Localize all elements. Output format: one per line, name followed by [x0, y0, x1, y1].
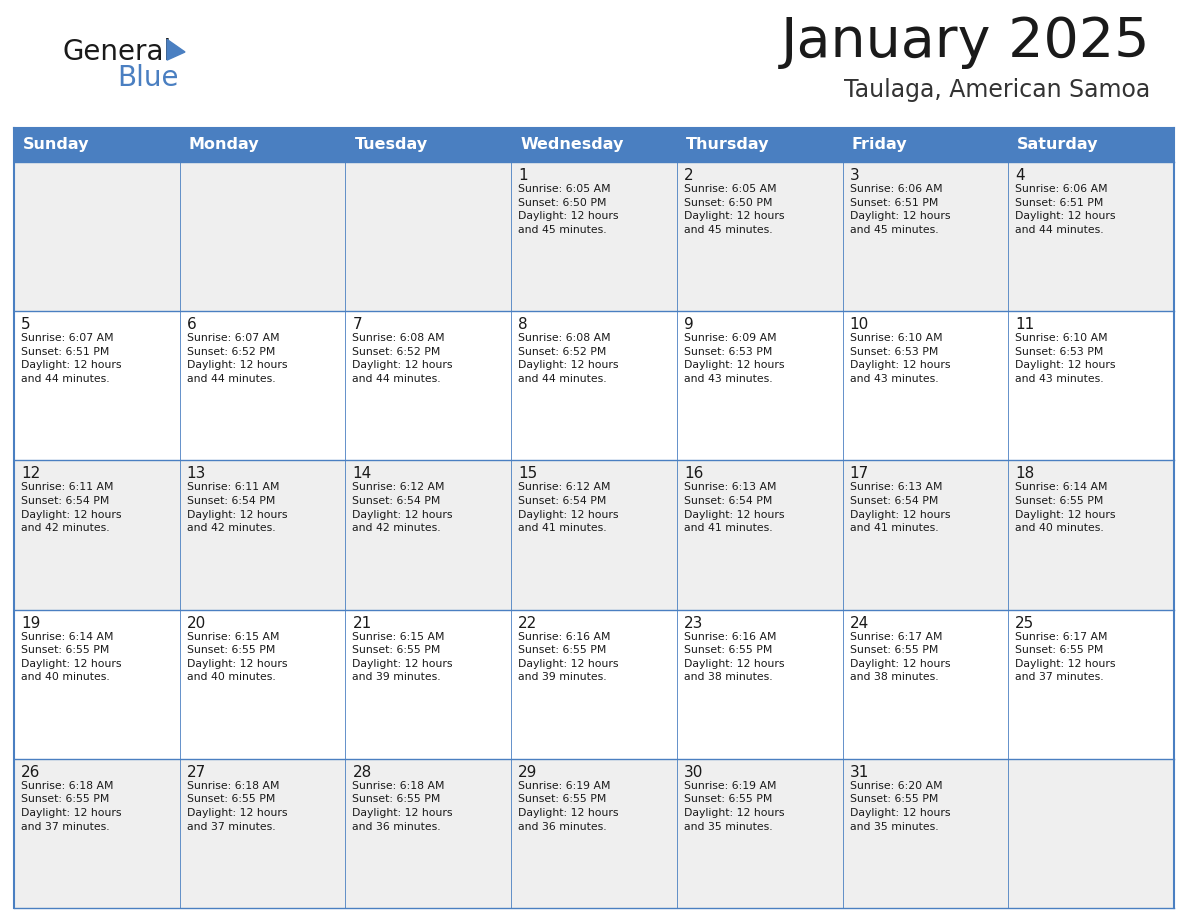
Text: Sunrise: 6:07 AM
Sunset: 6:51 PM
Daylight: 12 hours
and 44 minutes.: Sunrise: 6:07 AM Sunset: 6:51 PM Dayligh… [21, 333, 121, 384]
Text: 25: 25 [1016, 616, 1035, 631]
Text: Sunrise: 6:14 AM
Sunset: 6:55 PM
Daylight: 12 hours
and 40 minutes.: Sunrise: 6:14 AM Sunset: 6:55 PM Dayligh… [21, 632, 121, 682]
Text: Saturday: Saturday [1017, 138, 1099, 152]
Text: Sunrise: 6:10 AM
Sunset: 6:53 PM
Daylight: 12 hours
and 43 minutes.: Sunrise: 6:10 AM Sunset: 6:53 PM Dayligh… [1016, 333, 1116, 384]
Text: Sunrise: 6:17 AM
Sunset: 6:55 PM
Daylight: 12 hours
and 38 minutes.: Sunrise: 6:17 AM Sunset: 6:55 PM Dayligh… [849, 632, 950, 682]
Bar [14, 610, 1174, 759]
Bar [14, 311, 1174, 461]
Text: Sunrise: 6:13 AM
Sunset: 6:54 PM
Daylight: 12 hours
and 41 minutes.: Sunrise: 6:13 AM Sunset: 6:54 PM Dayligh… [684, 482, 784, 533]
Text: Sunrise: 6:09 AM
Sunset: 6:53 PM
Daylight: 12 hours
and 43 minutes.: Sunrise: 6:09 AM Sunset: 6:53 PM Dayligh… [684, 333, 784, 384]
Text: 2: 2 [684, 168, 694, 183]
Text: 17: 17 [849, 466, 868, 481]
Text: 6: 6 [187, 318, 196, 332]
Text: Friday: Friday [852, 138, 908, 152]
Text: 4: 4 [1016, 168, 1025, 183]
Bar [14, 162, 1174, 311]
Text: Sunrise: 6:16 AM
Sunset: 6:55 PM
Daylight: 12 hours
and 39 minutes.: Sunrise: 6:16 AM Sunset: 6:55 PM Dayligh… [518, 632, 619, 682]
Text: 11: 11 [1016, 318, 1035, 332]
Text: 5: 5 [21, 318, 31, 332]
Text: 13: 13 [187, 466, 206, 481]
Text: Sunrise: 6:11 AM
Sunset: 6:54 PM
Daylight: 12 hours
and 42 minutes.: Sunrise: 6:11 AM Sunset: 6:54 PM Dayligh… [21, 482, 121, 533]
Text: 20: 20 [187, 616, 206, 631]
Text: Sunrise: 6:10 AM
Sunset: 6:53 PM
Daylight: 12 hours
and 43 minutes.: Sunrise: 6:10 AM Sunset: 6:53 PM Dayligh… [849, 333, 950, 384]
Text: 26: 26 [21, 765, 40, 779]
Text: Taulaga, American Samoa: Taulaga, American Samoa [843, 78, 1150, 102]
Text: Sunrise: 6:08 AM
Sunset: 6:52 PM
Daylight: 12 hours
and 44 minutes.: Sunrise: 6:08 AM Sunset: 6:52 PM Dayligh… [518, 333, 619, 384]
Text: Blue: Blue [116, 64, 178, 92]
Text: Sunrise: 6:17 AM
Sunset: 6:55 PM
Daylight: 12 hours
and 37 minutes.: Sunrise: 6:17 AM Sunset: 6:55 PM Dayligh… [1016, 632, 1116, 682]
Text: 10: 10 [849, 318, 868, 332]
Text: Sunrise: 6:19 AM
Sunset: 6:55 PM
Daylight: 12 hours
and 35 minutes.: Sunrise: 6:19 AM Sunset: 6:55 PM Dayligh… [684, 781, 784, 832]
Text: 29: 29 [518, 765, 537, 779]
Polygon shape [168, 39, 185, 60]
Text: Monday: Monday [189, 138, 259, 152]
Text: Tuesday: Tuesday [354, 138, 428, 152]
Text: 15: 15 [518, 466, 537, 481]
Text: Sunrise: 6:06 AM
Sunset: 6:51 PM
Daylight: 12 hours
and 45 minutes.: Sunrise: 6:06 AM Sunset: 6:51 PM Dayligh… [849, 184, 950, 235]
Text: 9: 9 [684, 318, 694, 332]
Text: 31: 31 [849, 765, 868, 779]
Text: 28: 28 [353, 765, 372, 779]
Text: Sunday: Sunday [23, 138, 89, 152]
Text: 16: 16 [684, 466, 703, 481]
Text: 3: 3 [849, 168, 859, 183]
Bar [14, 128, 1174, 162]
Text: Sunrise: 6:14 AM
Sunset: 6:55 PM
Daylight: 12 hours
and 40 minutes.: Sunrise: 6:14 AM Sunset: 6:55 PM Dayligh… [1016, 482, 1116, 533]
Text: 23: 23 [684, 616, 703, 631]
Text: Sunrise: 6:18 AM
Sunset: 6:55 PM
Daylight: 12 hours
and 37 minutes.: Sunrise: 6:18 AM Sunset: 6:55 PM Dayligh… [187, 781, 287, 832]
Text: Sunrise: 6:15 AM
Sunset: 6:55 PM
Daylight: 12 hours
and 39 minutes.: Sunrise: 6:15 AM Sunset: 6:55 PM Dayligh… [353, 632, 453, 682]
Text: Sunrise: 6:19 AM
Sunset: 6:55 PM
Daylight: 12 hours
and 36 minutes.: Sunrise: 6:19 AM Sunset: 6:55 PM Dayligh… [518, 781, 619, 832]
Text: General: General [62, 38, 171, 66]
Text: Sunrise: 6:13 AM
Sunset: 6:54 PM
Daylight: 12 hours
and 41 minutes.: Sunrise: 6:13 AM Sunset: 6:54 PM Dayligh… [849, 482, 950, 533]
Text: 7: 7 [353, 318, 362, 332]
Bar [14, 759, 1174, 908]
Text: Sunrise: 6:05 AM
Sunset: 6:50 PM
Daylight: 12 hours
and 45 minutes.: Sunrise: 6:05 AM Sunset: 6:50 PM Dayligh… [684, 184, 784, 235]
Text: Wednesday: Wednesday [520, 138, 624, 152]
Text: 22: 22 [518, 616, 537, 631]
Text: 21: 21 [353, 616, 372, 631]
Text: Sunrise: 6:18 AM
Sunset: 6:55 PM
Daylight: 12 hours
and 36 minutes.: Sunrise: 6:18 AM Sunset: 6:55 PM Dayligh… [353, 781, 453, 832]
Bar [14, 461, 1174, 610]
Text: Sunrise: 6:15 AM
Sunset: 6:55 PM
Daylight: 12 hours
and 40 minutes.: Sunrise: 6:15 AM Sunset: 6:55 PM Dayligh… [187, 632, 287, 682]
Text: Sunrise: 6:08 AM
Sunset: 6:52 PM
Daylight: 12 hours
and 44 minutes.: Sunrise: 6:08 AM Sunset: 6:52 PM Dayligh… [353, 333, 453, 384]
Text: Sunrise: 6:12 AM
Sunset: 6:54 PM
Daylight: 12 hours
and 42 minutes.: Sunrise: 6:12 AM Sunset: 6:54 PM Dayligh… [353, 482, 453, 533]
Text: 19: 19 [21, 616, 40, 631]
Text: Sunrise: 6:12 AM
Sunset: 6:54 PM
Daylight: 12 hours
and 41 minutes.: Sunrise: 6:12 AM Sunset: 6:54 PM Dayligh… [518, 482, 619, 533]
Text: 18: 18 [1016, 466, 1035, 481]
Text: 24: 24 [849, 616, 868, 631]
Text: 1: 1 [518, 168, 527, 183]
Text: 14: 14 [353, 466, 372, 481]
Text: Sunrise: 6:11 AM
Sunset: 6:54 PM
Daylight: 12 hours
and 42 minutes.: Sunrise: 6:11 AM Sunset: 6:54 PM Dayligh… [187, 482, 287, 533]
Text: 30: 30 [684, 765, 703, 779]
Text: 27: 27 [187, 765, 206, 779]
Text: Sunrise: 6:06 AM
Sunset: 6:51 PM
Daylight: 12 hours
and 44 minutes.: Sunrise: 6:06 AM Sunset: 6:51 PM Dayligh… [1016, 184, 1116, 235]
Text: Thursday: Thursday [685, 138, 770, 152]
Text: Sunrise: 6:20 AM
Sunset: 6:55 PM
Daylight: 12 hours
and 35 minutes.: Sunrise: 6:20 AM Sunset: 6:55 PM Dayligh… [849, 781, 950, 832]
Text: Sunrise: 6:16 AM
Sunset: 6:55 PM
Daylight: 12 hours
and 38 minutes.: Sunrise: 6:16 AM Sunset: 6:55 PM Dayligh… [684, 632, 784, 682]
Text: 8: 8 [518, 318, 527, 332]
Text: 12: 12 [21, 466, 40, 481]
Text: January 2025: January 2025 [781, 15, 1150, 69]
Text: Sunrise: 6:18 AM
Sunset: 6:55 PM
Daylight: 12 hours
and 37 minutes.: Sunrise: 6:18 AM Sunset: 6:55 PM Dayligh… [21, 781, 121, 832]
Text: Sunrise: 6:07 AM
Sunset: 6:52 PM
Daylight: 12 hours
and 44 minutes.: Sunrise: 6:07 AM Sunset: 6:52 PM Dayligh… [187, 333, 287, 384]
Text: Sunrise: 6:05 AM
Sunset: 6:50 PM
Daylight: 12 hours
and 45 minutes.: Sunrise: 6:05 AM Sunset: 6:50 PM Dayligh… [518, 184, 619, 235]
